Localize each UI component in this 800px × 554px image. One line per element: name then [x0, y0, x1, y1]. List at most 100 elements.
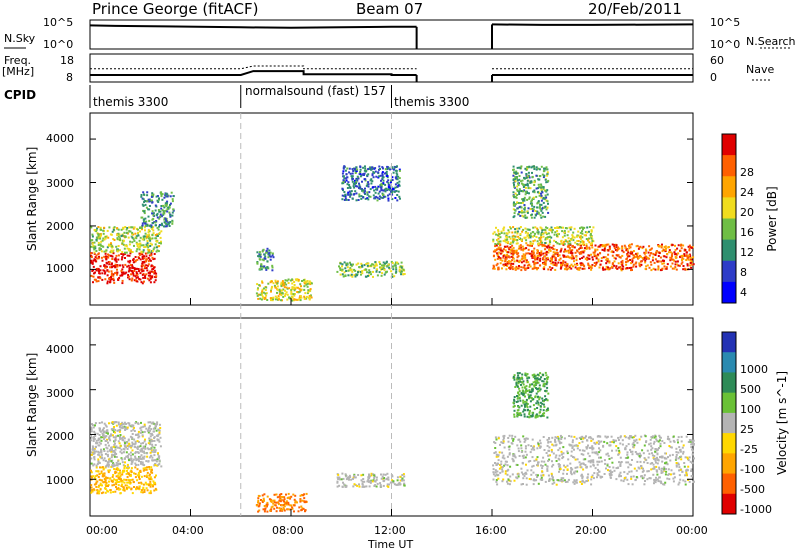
power-cell — [156, 233, 159, 236]
velocity-cell — [112, 491, 115, 493]
velocity-cell — [552, 479, 555, 482]
power-cell — [122, 239, 125, 242]
velocity-cell — [114, 442, 116, 445]
power-cell — [639, 260, 642, 263]
power-cell — [502, 255, 505, 257]
power-cell — [539, 259, 542, 262]
velocity-cell — [360, 479, 363, 482]
velocity-cell — [497, 455, 500, 458]
power-cell — [121, 242, 124, 245]
power-cell — [497, 229, 500, 232]
power-cell — [588, 267, 591, 270]
power-cell — [511, 265, 514, 268]
velocity-cell — [140, 481, 143, 484]
velocity-cell — [143, 491, 146, 493]
power-cell — [299, 299, 302, 302]
velocity-cell — [129, 435, 132, 438]
power-cell — [512, 208, 515, 211]
power-cell — [278, 293, 281, 295]
power-cell — [583, 226, 586, 229]
velocity-cell — [104, 436, 107, 439]
power-cell — [116, 238, 119, 241]
power-cell — [126, 247, 129, 250]
velocity-cell — [605, 467, 607, 470]
power-cell — [275, 281, 278, 284]
power-cell — [343, 195, 346, 198]
power-cell — [144, 222, 147, 225]
power-cell — [292, 286, 295, 289]
power-cell — [665, 247, 667, 250]
power-cell — [102, 237, 105, 240]
velocity-cell — [371, 480, 374, 483]
power-cell — [99, 248, 102, 251]
power-cell — [688, 249, 691, 252]
power-cell — [636, 252, 639, 255]
power-cell — [376, 199, 379, 202]
power-cell — [492, 238, 495, 241]
velocity-cell — [607, 454, 610, 457]
power-cell — [361, 189, 364, 192]
velocity-cell — [148, 437, 151, 440]
velocity-cell — [113, 464, 116, 467]
power-cell — [352, 170, 355, 172]
power-cell — [554, 251, 557, 254]
power-cell — [348, 171, 351, 174]
power-cell — [272, 296, 275, 299]
velocity-cell — [532, 464, 535, 467]
power-cell — [390, 179, 393, 182]
velocity-cell — [623, 471, 626, 474]
power-cell — [109, 251, 112, 254]
power-cell — [350, 273, 353, 276]
power-cell — [580, 237, 582, 240]
velocity-cell — [96, 490, 99, 493]
power-cell — [664, 250, 667, 253]
velocity-cell — [658, 476, 661, 479]
velocity-cell — [374, 484, 377, 487]
velocity-cell — [581, 475, 584, 478]
power-cell — [669, 256, 672, 259]
power-cell — [546, 189, 549, 192]
power-cell — [522, 183, 525, 186]
power-cell — [513, 178, 516, 181]
velocity-cell — [576, 458, 579, 461]
power-cell — [359, 270, 362, 273]
power-cell — [141, 224, 144, 227]
power-cell — [516, 230, 519, 233]
power-cell — [143, 257, 146, 260]
power-cell — [566, 268, 568, 271]
power-cell — [152, 271, 155, 274]
power-cell — [355, 166, 358, 169]
velocity-cell — [129, 451, 132, 454]
power-cell — [294, 287, 297, 290]
velocity-cell — [590, 437, 593, 440]
power-cell — [524, 206, 526, 209]
velocity-cell — [98, 434, 101, 436]
velocity-cell — [140, 426, 143, 429]
velocity-cell — [122, 423, 125, 426]
velocity-cell — [386, 472, 389, 475]
power-cell — [531, 203, 533, 206]
power-cell — [690, 246, 693, 249]
power-cell — [630, 266, 633, 269]
velocity-cell — [149, 490, 152, 493]
velocity-cell — [92, 446, 94, 449]
power-cell — [547, 232, 550, 235]
power-cell — [378, 175, 381, 178]
power-cell — [100, 250, 103, 253]
velocity-cell — [111, 484, 114, 487]
power-cell — [346, 167, 349, 170]
velocity-cell — [276, 496, 279, 499]
power-cell — [168, 221, 171, 224]
velocity-cell — [112, 474, 115, 476]
power-cell — [255, 292, 258, 295]
power-cell — [526, 179, 529, 182]
power-cell — [97, 233, 100, 236]
power-cell — [288, 287, 291, 290]
velocity-cell — [587, 473, 590, 476]
power-cell — [96, 227, 99, 230]
velocity-cell — [495, 480, 498, 483]
power-cell — [165, 203, 168, 206]
power-cell — [526, 184, 529, 187]
power-cell — [382, 167, 384, 170]
power-cell — [154, 279, 157, 282]
